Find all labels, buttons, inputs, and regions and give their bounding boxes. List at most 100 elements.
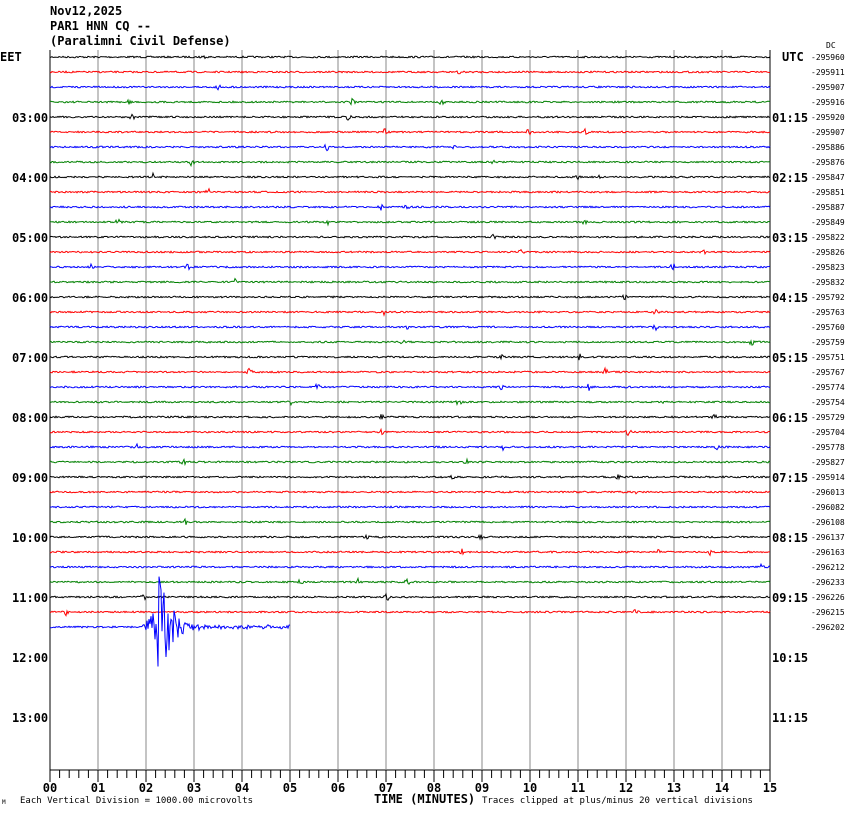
corner-mark: M	[2, 799, 6, 806]
left-hour-label: 06:00	[12, 291, 48, 305]
left-hour-label: 04:00	[12, 171, 48, 185]
trace-offset-label: -296215	[811, 608, 845, 617]
seismic-trace	[49, 457, 771, 467]
seismic-trace	[49, 576, 771, 585]
seismic-trace	[49, 533, 771, 541]
seismic-trace	[49, 233, 771, 240]
seismic-trace	[49, 262, 771, 271]
seismic-trace	[49, 427, 771, 437]
seismic-trace	[49, 339, 771, 346]
x-tick-label: 00	[43, 781, 57, 795]
trace-offset-label: -295907	[811, 128, 845, 137]
trace-offset-label: -295886	[811, 143, 845, 152]
trace-offset-label: -296212	[811, 563, 845, 572]
trace-offset-label: -295704	[811, 428, 845, 437]
trace-offset-label: -295876	[811, 158, 845, 167]
trace-offset-label: -295826	[811, 248, 845, 257]
trace-offset-label: -295729	[811, 413, 845, 422]
seismic-trace	[49, 353, 771, 361]
seismic-trace	[50, 576, 291, 667]
trace-offset-label: -295827	[811, 458, 845, 467]
right-hour-label: 01:15	[772, 111, 808, 125]
trace-offset-label: -296163	[811, 548, 845, 557]
right-hour-label: 07:15	[772, 471, 808, 485]
seismic-trace	[49, 308, 771, 317]
trace-offset-label: -295822	[811, 233, 845, 242]
seismic-trace	[49, 171, 771, 181]
trace-offset-label: -296108	[811, 518, 845, 527]
x-tick-label: 01	[91, 781, 105, 795]
seismic-trace	[49, 517, 771, 525]
seismic-trace	[49, 159, 771, 168]
x-tick-label: 04	[235, 781, 249, 795]
station-label: PAR1 HNN CQ --	[50, 19, 152, 33]
left-hour-label: 12:00	[12, 651, 48, 665]
right-hour-label: 09:15	[772, 591, 808, 605]
trace-offset-label: -295823	[811, 263, 845, 272]
trace-offset-label: -295792	[811, 293, 845, 302]
trace-offset-label: -295916	[811, 98, 845, 107]
seismic-trace	[49, 70, 771, 75]
x-tick-label: 05	[283, 781, 297, 795]
seismic-trace	[49, 413, 771, 420]
trace-offset-label: -295759	[811, 338, 845, 347]
seismic-trace	[49, 548, 770, 557]
left-hour-label: 09:00	[12, 471, 48, 485]
trace-offset-label: -296082	[811, 503, 845, 512]
seismic-trace	[49, 84, 771, 91]
seismic-trace	[50, 277, 771, 284]
trace-offset-label: -295847	[811, 173, 845, 182]
trace-offset-label: -295832	[811, 278, 845, 287]
seismic-trace	[49, 505, 771, 509]
trace-offset-label: -295849	[811, 218, 845, 227]
x-axis-title: TIME (MINUTES)	[374, 792, 475, 806]
x-tick-label: 08	[427, 781, 441, 795]
trace-offset-label: -295960	[811, 53, 845, 62]
trace-offset-label: -296226	[811, 593, 845, 602]
trace-offset-label: -296202	[811, 623, 845, 632]
left-hour-label: 05:00	[12, 231, 48, 245]
right-hour-label: 10:15	[772, 651, 808, 665]
trace-offset-label: -295760	[811, 323, 845, 332]
trace-offset-label: -295754	[811, 398, 845, 407]
right-hour-label: 03:15	[772, 231, 808, 245]
x-tick-label: 03	[187, 781, 201, 795]
seismic-trace	[49, 248, 771, 256]
trace-offset-label: -296233	[811, 578, 845, 587]
seismic-trace	[49, 323, 771, 332]
trace-offset-label: -295887	[811, 203, 845, 212]
seismic-trace	[49, 113, 771, 121]
seismic-trace	[50, 474, 771, 481]
left-hour-label: 03:00	[12, 111, 48, 125]
x-tick-label: 10	[523, 781, 537, 795]
seismic-trace	[49, 294, 771, 301]
x-tick-label: 13	[667, 781, 681, 795]
clip-note: Traces clipped at plus/minus 20 vertical…	[482, 796, 753, 806]
x-tick-label: 06	[331, 781, 345, 795]
seismic-trace	[49, 382, 771, 391]
right-hour-label: 02:15	[772, 171, 808, 185]
x-tick-label: 14	[715, 781, 729, 795]
x-tick-label: 12	[619, 781, 633, 795]
seismic-trace	[50, 218, 771, 227]
seismic-trace	[50, 187, 771, 194]
location-label: (Paralimni Civil Defense)	[50, 34, 231, 48]
x-tick-label: 11	[571, 781, 585, 795]
right-hour-label: 06:15	[772, 411, 808, 425]
dc-label: DC	[826, 41, 836, 50]
trace-offset-label: -295907	[811, 83, 845, 92]
trace-offset-label: -295763	[811, 308, 845, 317]
left-timezone-label: EET	[0, 50, 22, 64]
trace-offset-label: -295774	[811, 383, 845, 392]
trace-offset-label: -295778	[811, 443, 845, 452]
trace-offset-label: -295851	[811, 188, 845, 197]
right-hour-label: 11:15	[772, 711, 808, 725]
date-label: Nov12,2025	[50, 4, 123, 18]
seismic-trace	[49, 490, 771, 495]
seismic-trace	[49, 366, 771, 375]
seismic-trace	[49, 562, 771, 569]
trace-offset-label: -295751	[811, 353, 845, 362]
trace-offset-label: -295911	[811, 68, 845, 77]
right-timezone-label: UTC	[782, 50, 804, 64]
scale-note: Each Vertical Division = 1000.00 microvo…	[20, 796, 253, 806]
